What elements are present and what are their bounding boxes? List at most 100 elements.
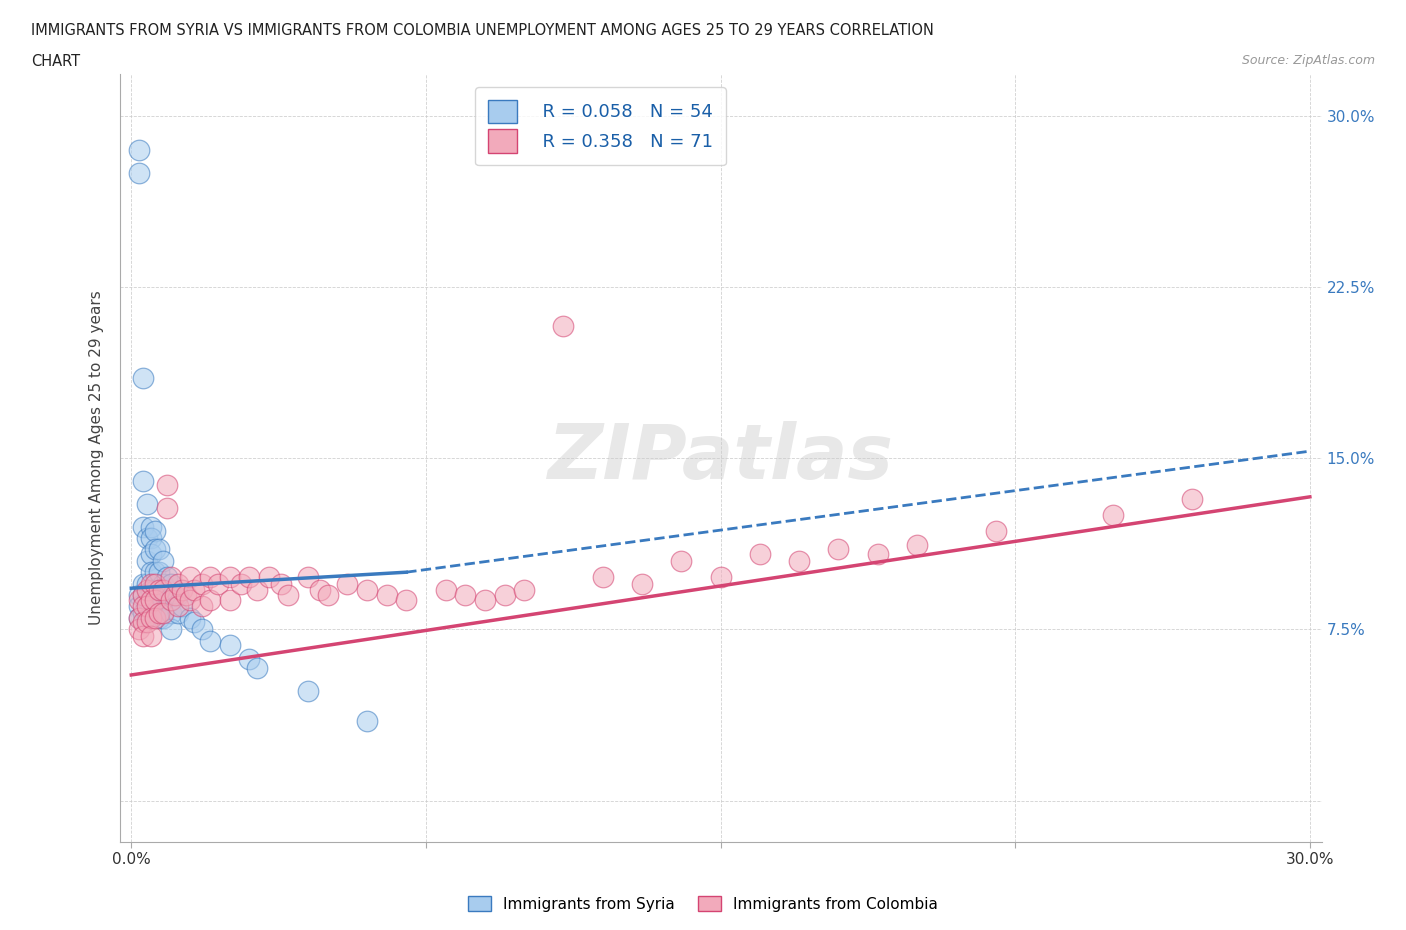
Point [1181, 492, 1204, 507]
Point [309, 583, 332, 598]
Point [179, 610, 201, 625]
Point [136, 599, 159, 614]
Point [143, 605, 166, 620]
Point [156, 501, 179, 516]
Point [172, 583, 194, 598]
Point [167, 588, 190, 603]
Point [905, 538, 928, 552]
Point [709, 569, 731, 584]
Point [179, 592, 201, 607]
Point [375, 588, 398, 603]
Point [218, 592, 240, 607]
Point [136, 592, 159, 607]
Point [191, 577, 214, 591]
Point [748, 547, 770, 562]
Point [198, 569, 221, 584]
Point [148, 610, 170, 625]
Point [183, 583, 205, 598]
Point [156, 569, 179, 584]
Point [191, 622, 214, 637]
Point [143, 610, 166, 625]
Point [198, 633, 221, 648]
Point [434, 583, 457, 598]
Point [143, 592, 166, 607]
Point [132, 615, 155, 630]
Point [183, 615, 205, 630]
Point [148, 565, 170, 579]
Point [159, 577, 181, 591]
Point [132, 577, 155, 591]
Point [156, 478, 179, 493]
Point [128, 592, 150, 607]
Point [156, 588, 179, 603]
Point [132, 605, 155, 620]
Point [128, 588, 150, 603]
Point [336, 577, 359, 591]
Text: ZIPatlas: ZIPatlas [547, 421, 894, 495]
Point [139, 519, 162, 534]
Point [513, 583, 536, 598]
Point [159, 592, 181, 607]
Point [136, 497, 159, 512]
Point [128, 610, 150, 625]
Point [132, 519, 155, 534]
Point [139, 547, 162, 562]
Point [1102, 508, 1125, 523]
Point [218, 569, 240, 584]
Point [139, 592, 162, 607]
Text: Source: ZipAtlas.com: Source: ZipAtlas.com [1241, 54, 1375, 67]
Point [270, 577, 292, 591]
Point [152, 577, 174, 591]
Point [454, 588, 477, 603]
Point [159, 605, 181, 620]
Point [132, 599, 155, 614]
Text: CHART: CHART [31, 54, 80, 69]
Point [128, 610, 150, 625]
Point [136, 583, 159, 598]
Legend:   R = 0.058   N = 54,   R = 0.358   N = 71: R = 0.058 N = 54, R = 0.358 N = 71 [475, 87, 725, 166]
Point [148, 542, 170, 557]
Point [297, 569, 319, 584]
Point [167, 577, 190, 591]
Point [207, 577, 229, 591]
Point [143, 583, 166, 598]
Legend: Immigrants from Syria, Immigrants from Colombia: Immigrants from Syria, Immigrants from C… [463, 889, 943, 918]
Y-axis label: Unemployment Among Ages 25 to 29 years: Unemployment Among Ages 25 to 29 years [89, 291, 104, 625]
Point [198, 592, 221, 607]
Point [246, 583, 269, 598]
Point [179, 569, 201, 584]
Point [592, 569, 614, 584]
Point [152, 592, 174, 607]
Point [136, 553, 159, 568]
Point [159, 592, 181, 607]
Point [191, 599, 214, 614]
Point [316, 588, 339, 603]
Point [143, 542, 166, 557]
Point [356, 583, 378, 598]
Point [238, 569, 260, 584]
Point [167, 605, 190, 620]
Point [395, 592, 418, 607]
Point [553, 318, 575, 333]
Point [139, 530, 162, 545]
Point [139, 610, 162, 625]
Point [159, 569, 181, 584]
Point [136, 530, 159, 545]
Point [174, 588, 197, 603]
Point [132, 588, 155, 603]
Point [356, 713, 378, 728]
Point [128, 142, 150, 157]
Point [128, 599, 150, 614]
Point [866, 547, 889, 562]
Point [136, 610, 159, 625]
Point [139, 583, 162, 598]
Point [132, 473, 155, 488]
Point [132, 629, 155, 644]
Point [159, 622, 181, 637]
Point [148, 605, 170, 620]
Point [148, 588, 170, 603]
Point [218, 638, 240, 653]
Point [474, 592, 496, 607]
Point [984, 524, 1007, 538]
Point [139, 565, 162, 579]
